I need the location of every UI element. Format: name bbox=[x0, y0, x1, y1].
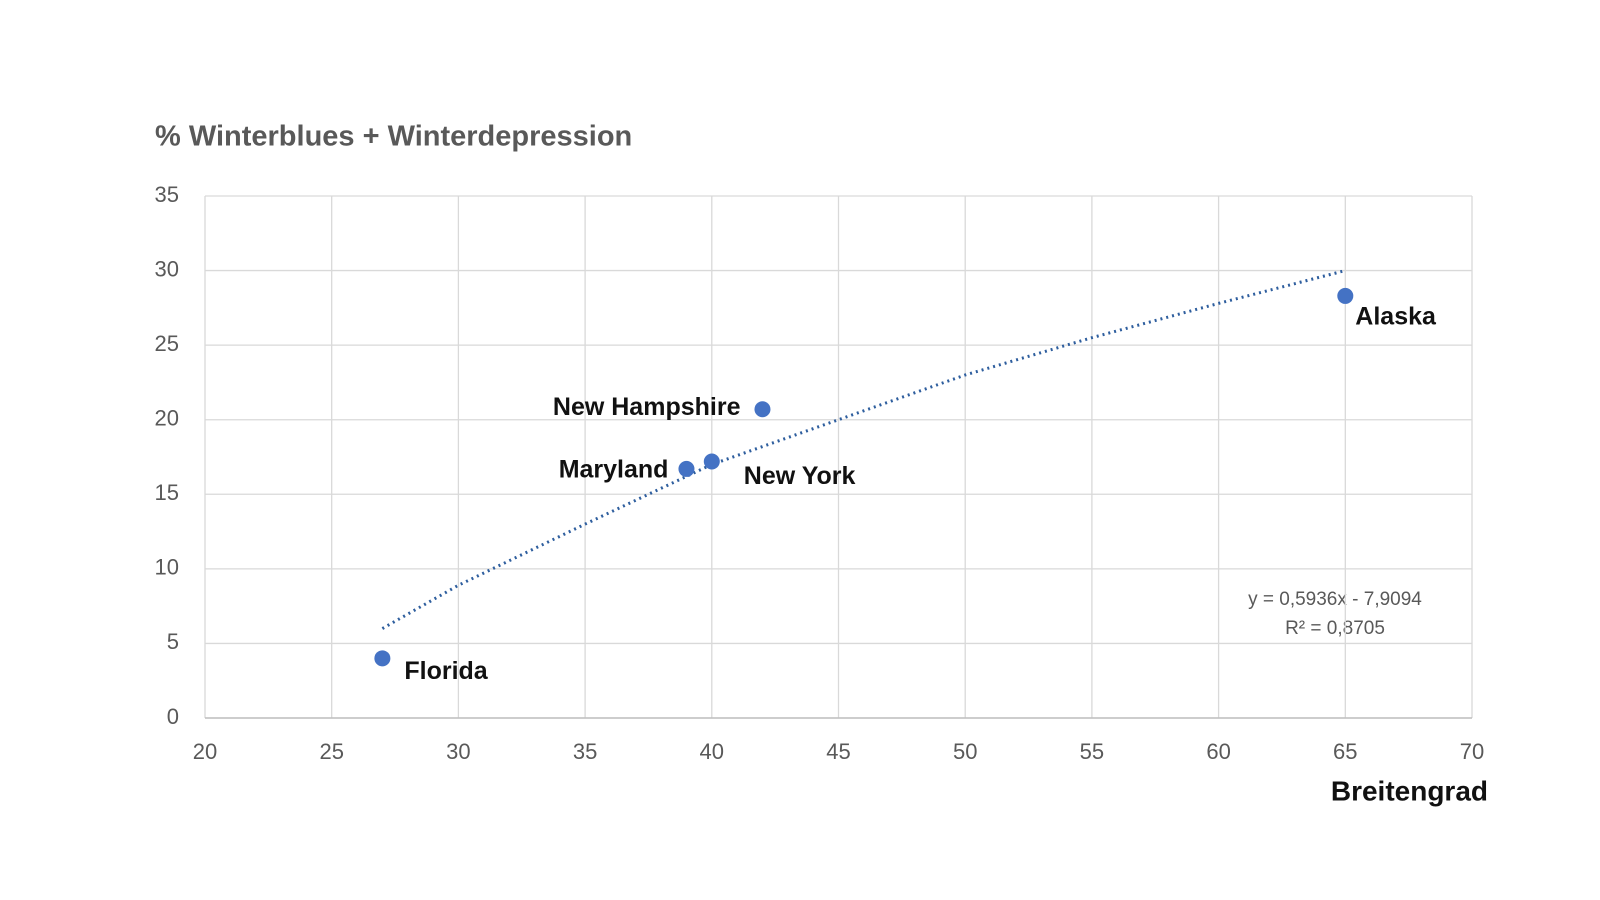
y-tick-label: 20 bbox=[155, 406, 179, 431]
y-tick-label: 5 bbox=[167, 629, 179, 654]
point-label: New York bbox=[744, 462, 856, 490]
y-tick-label: 0 bbox=[167, 704, 179, 729]
x-tick-label: 45 bbox=[826, 739, 850, 764]
x-tick-label: 55 bbox=[1080, 739, 1104, 764]
x-tick-label: 40 bbox=[700, 739, 724, 764]
point-label: Alaska bbox=[1355, 303, 1437, 331]
trend-equation: y = 0,5936x - 7,9094 bbox=[1248, 589, 1422, 610]
x-tick-label: 60 bbox=[1206, 739, 1230, 764]
point-label: Maryland bbox=[559, 456, 669, 484]
trendline bbox=[381, 269, 1346, 630]
x-tick-label: 20 bbox=[193, 739, 217, 764]
y-tick-label: 35 bbox=[155, 182, 179, 207]
data-point bbox=[678, 460, 695, 477]
chart-title: % Winterblues + Winterdepression bbox=[155, 121, 632, 153]
x-tick-label: 70 bbox=[1460, 739, 1484, 764]
point-label: New Hampshire bbox=[553, 393, 741, 421]
data-point bbox=[703, 453, 720, 470]
data-point bbox=[374, 650, 391, 667]
data-point bbox=[1337, 287, 1354, 304]
y-tick-label: 10 bbox=[155, 555, 179, 580]
x-tick-label: 65 bbox=[1333, 739, 1357, 764]
x-tick-label: 30 bbox=[446, 739, 470, 764]
y-tick-label: 30 bbox=[155, 256, 179, 281]
point-label: Florida bbox=[404, 657, 488, 685]
y-tick-label: 25 bbox=[155, 331, 179, 356]
data-point bbox=[754, 401, 771, 418]
x-tick-label: 50 bbox=[953, 739, 977, 764]
x-axis-title: Breitengrad bbox=[1331, 775, 1488, 806]
x-tick-label: 25 bbox=[319, 739, 343, 764]
y-tick-label: 15 bbox=[155, 480, 179, 505]
trend-r-squared: R² = 0,8705 bbox=[1285, 618, 1385, 639]
x-tick-label: 35 bbox=[573, 739, 597, 764]
